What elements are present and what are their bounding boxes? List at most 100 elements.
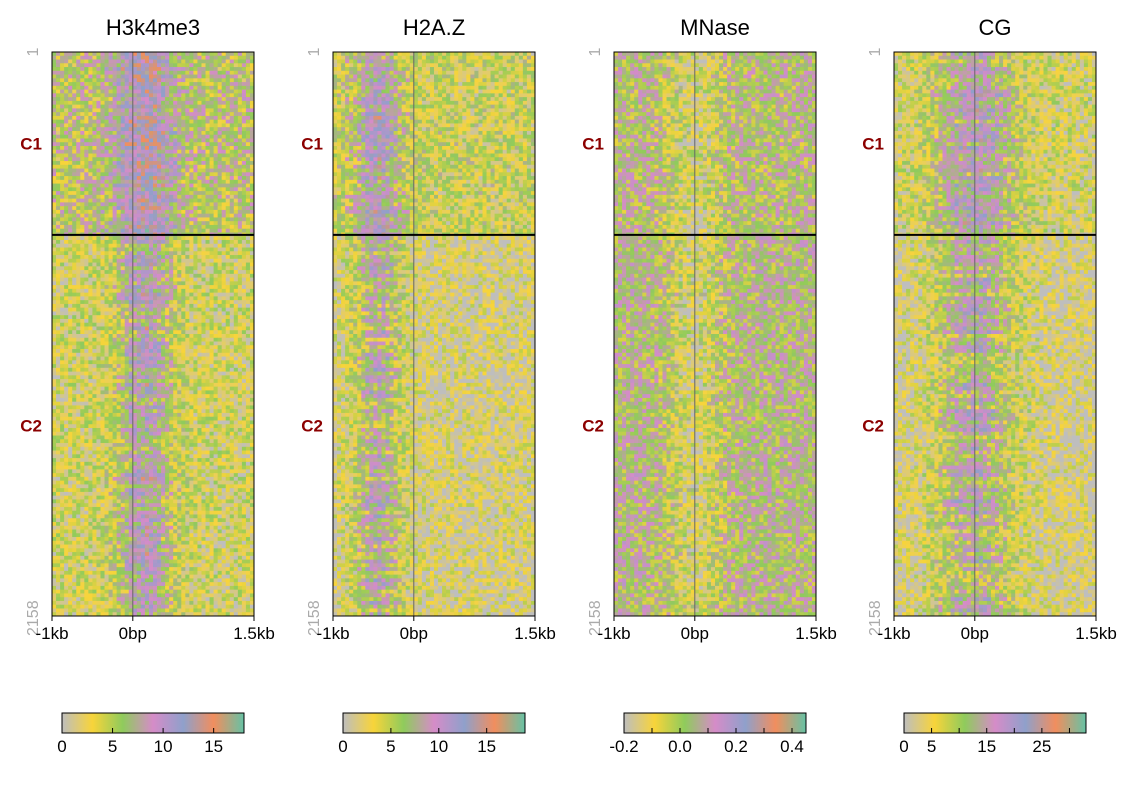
heatmap-cell (124, 85, 130, 90)
heatmap-cell (229, 326, 235, 331)
heatmap-cell (241, 420, 247, 425)
heatmap-cell (237, 379, 243, 384)
heatmap-cell (177, 146, 182, 151)
heatmap-cell (205, 142, 210, 147)
heatmap-cell (52, 349, 57, 354)
heatmap-cell (245, 251, 251, 256)
heatmap-cell (229, 255, 235, 260)
heatmap-cell (104, 202, 109, 207)
heatmap-cell (169, 397, 174, 403)
heatmap-cell (136, 360, 142, 365)
heatmap-cell (52, 318, 57, 324)
heatmap-cell (112, 202, 118, 207)
heatmap-cell (225, 194, 231, 200)
heatmap-cell (104, 228, 109, 233)
heatmap-cell (165, 390, 170, 395)
heatmap-cell (161, 142, 166, 147)
heatmap-cell (88, 386, 93, 391)
heatmap-cell (144, 255, 150, 260)
heatmap-cell (181, 63, 186, 68)
heatmap-cell (237, 330, 243, 335)
heatmap-cell (96, 142, 101, 147)
heatmap-cell (140, 82, 146, 87)
heatmap-cell (100, 258, 105, 263)
heatmap-cell (112, 356, 118, 361)
heatmap-cell (84, 63, 89, 68)
heatmap-cell (173, 247, 178, 252)
heatmap-cell (108, 104, 113, 109)
heatmap-cell (92, 341, 97, 346)
heatmap-cell (217, 277, 223, 282)
heatmap-cell (112, 285, 118, 290)
heatmap-cell (237, 168, 243, 173)
heatmap-cell (92, 127, 97, 132)
heatmap-cell (225, 360, 231, 365)
heatmap-cell (72, 401, 77, 406)
heatmap-cell (173, 273, 178, 278)
heatmap-cell (241, 191, 247, 196)
heatmap-cell (124, 213, 130, 218)
heatmap-cell (84, 258, 89, 263)
heatmap-cell (108, 176, 113, 181)
heatmap-cell (88, 70, 93, 75)
heatmap-cell (84, 224, 89, 230)
heatmap-cell (112, 262, 118, 267)
heatmap-cell (165, 119, 170, 124)
heatmap-cell (213, 161, 219, 166)
heatmap-cell (112, 345, 118, 350)
heatmap-cell (120, 179, 126, 184)
heatmap-cell (52, 142, 57, 147)
heatmap-cell (209, 270, 214, 275)
heatmap-cell (177, 420, 182, 425)
heatmap-cell (84, 74, 89, 79)
heatmap-cell (221, 78, 227, 83)
heatmap-cell (225, 397, 231, 403)
heatmap-cell (185, 236, 190, 241)
heatmap-cell (225, 59, 231, 64)
heatmap-cell (201, 341, 206, 346)
heatmap-cell (148, 277, 154, 282)
heatmap-cell (185, 55, 190, 60)
heatmap-cell (221, 277, 227, 282)
heatmap-cell (56, 142, 61, 147)
heatmap-cell (213, 397, 219, 403)
heatmap-cell (96, 240, 101, 245)
heatmap-cell (60, 315, 65, 320)
heatmap-cell (233, 127, 239, 132)
heatmap-cell (120, 78, 126, 83)
heatmap-cell (221, 183, 227, 188)
heatmap-cell (148, 322, 154, 327)
heatmap-cell (112, 157, 118, 162)
heatmap-cell (100, 74, 105, 79)
heatmap-cell (144, 292, 150, 297)
heatmap-cell (237, 67, 243, 72)
heatmap-cell (128, 157, 134, 162)
heatmap-cell (249, 352, 255, 357)
heatmap-cell (189, 198, 194, 203)
heatmap-cell (209, 63, 214, 68)
heatmap-cell (153, 345, 158, 350)
heatmap-cell (157, 416, 162, 421)
heatmap-cell (241, 82, 247, 87)
heatmap-cell (177, 281, 182, 286)
heatmap-cell (161, 401, 166, 406)
heatmap-cell (148, 100, 154, 106)
heatmap-cell (221, 127, 227, 132)
heatmap-cell (136, 63, 142, 68)
heatmap-cell (140, 67, 146, 72)
heatmap-cell (213, 206, 219, 211)
heatmap-cell (56, 273, 61, 278)
heatmap-cell (76, 55, 81, 60)
heatmap-cell (205, 123, 210, 128)
heatmap-cell (205, 420, 210, 425)
heatmap-cell (124, 97, 130, 102)
heatmap-cell (165, 187, 170, 192)
heatmap-cell (92, 179, 97, 184)
heatmap-cell (205, 55, 210, 60)
heatmap-cell (56, 221, 61, 226)
heatmap-cell (144, 112, 150, 117)
heatmap-cell (173, 416, 178, 421)
heatmap-cell (165, 349, 170, 354)
heatmap-cell (144, 119, 150, 124)
heatmap-cell (120, 352, 126, 357)
